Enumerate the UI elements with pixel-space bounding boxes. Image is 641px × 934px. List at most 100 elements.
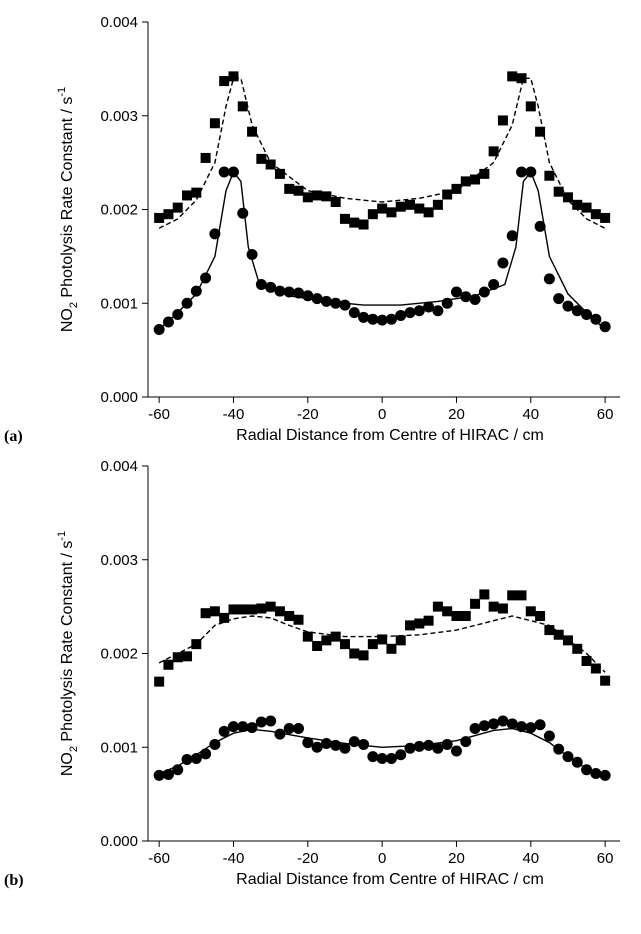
square-point — [581, 202, 592, 213]
square-point — [163, 209, 174, 220]
square-point — [460, 176, 471, 187]
circle-point — [516, 721, 528, 733]
circle-point — [311, 293, 323, 305]
square-point — [154, 676, 165, 687]
circle-point — [246, 722, 258, 734]
square-point — [553, 629, 564, 640]
square-point — [451, 183, 462, 194]
circle-point — [590, 313, 602, 325]
y-axis-label: NO2 Photolysis Rate Constant / s-1 — [56, 87, 80, 332]
square-point — [349, 217, 360, 228]
square-point — [358, 650, 369, 661]
square-point — [535, 126, 546, 137]
square-point — [442, 606, 453, 617]
y-tick-label: 0.001 — [100, 739, 138, 756]
square-point — [256, 153, 267, 164]
circle-point — [534, 719, 546, 731]
square-point — [302, 192, 313, 203]
circle-point — [413, 305, 425, 317]
circle-point — [302, 737, 314, 749]
square-point — [460, 611, 471, 621]
y-tick-label: 0.002 — [100, 646, 138, 663]
circle-point — [432, 742, 444, 754]
circle-point — [265, 715, 277, 727]
circle-point — [432, 305, 444, 317]
square-point — [600, 675, 611, 686]
y-label-part: 2 — [68, 746, 80, 752]
square-point — [284, 183, 295, 194]
square-point — [302, 631, 313, 642]
circle-point — [385, 753, 397, 764]
y-tick-label: 0.004 — [100, 14, 138, 31]
circle-point — [441, 738, 453, 750]
square-point — [386, 643, 397, 654]
circle-point — [413, 740, 425, 752]
y-tick-label: 0.003 — [100, 108, 138, 125]
square-point — [349, 648, 360, 659]
square-point — [432, 199, 443, 210]
x-tick-label: -20 — [297, 406, 319, 423]
square-point — [293, 185, 304, 196]
circle-point — [339, 742, 351, 754]
y-tick-label: 0.002 — [100, 202, 138, 219]
circle-point — [506, 230, 518, 242]
circle-point — [543, 730, 555, 742]
y-axis-label: NO2 Photolysis Rate Constant / s-1 — [56, 531, 80, 776]
square-point — [525, 101, 536, 112]
x-tick-label: 40 — [522, 850, 539, 867]
fit-line — [158, 727, 606, 777]
square-point — [553, 186, 564, 197]
square-point — [377, 203, 388, 214]
square-point — [265, 601, 276, 612]
y-label-part: Photolysis Rate Constant / s — [59, 541, 76, 746]
x-tick-label: -40 — [223, 406, 245, 423]
square-point — [507, 71, 518, 82]
square-point — [581, 656, 592, 666]
square-point — [209, 118, 220, 129]
square-point — [172, 202, 183, 213]
square-point — [339, 213, 350, 224]
square-point — [442, 189, 453, 200]
circle-point — [423, 301, 435, 313]
circle-point — [553, 293, 565, 305]
circle-point — [395, 309, 407, 321]
circle-point — [599, 321, 611, 333]
square-point — [516, 590, 527, 601]
square-point — [544, 625, 555, 636]
x-tick-label: 40 — [522, 406, 539, 423]
x-tick-label: 20 — [448, 850, 465, 867]
circle-point — [478, 720, 490, 732]
square-point — [386, 207, 397, 218]
square-point — [470, 174, 481, 185]
square-point — [182, 651, 193, 662]
square-point — [405, 199, 416, 210]
square-point — [228, 604, 239, 615]
y-tick-label: 0.000 — [100, 833, 138, 850]
square-point — [284, 611, 295, 621]
circle-point — [376, 753, 388, 764]
square-point — [367, 639, 378, 650]
square-point — [377, 634, 388, 645]
x-tick-label: -60 — [148, 406, 170, 423]
square-point — [488, 146, 499, 157]
square-point — [274, 168, 285, 179]
circle-point — [488, 718, 500, 730]
x-axis-label: Radial Distance from Centre of HIRAC / c… — [236, 871, 544, 888]
square-point — [395, 635, 406, 646]
x-tick-label: 0 — [378, 850, 386, 867]
square-point — [237, 604, 248, 615]
x-tick-label: -20 — [297, 850, 319, 867]
square-point — [358, 219, 369, 230]
circle-point — [255, 716, 267, 728]
square-point — [228, 71, 239, 82]
circle-point — [339, 299, 351, 311]
x-tick-label: 20 — [448, 406, 465, 423]
circle-point — [423, 739, 435, 751]
panel: 0.000 0.001 0.002 0.003 0.004 -60 -40 -20 0 20 40 6… — [4, 14, 620, 445]
circle-point — [237, 207, 249, 219]
square-point — [414, 618, 425, 629]
circle-point — [311, 741, 323, 753]
fit-line — [158, 77, 606, 229]
